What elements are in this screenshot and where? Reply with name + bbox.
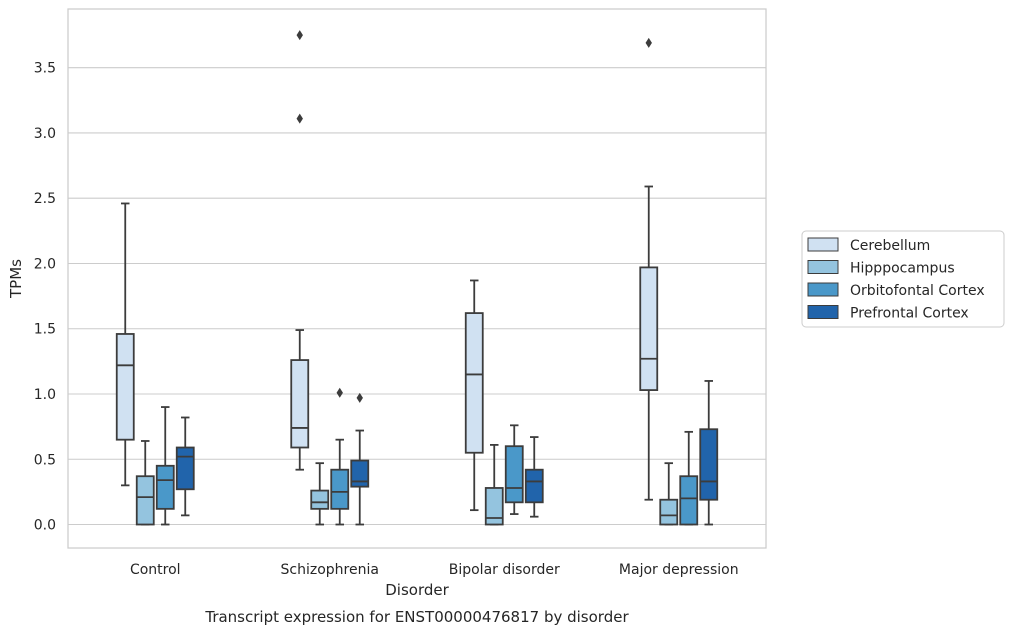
- box: [135, 475, 155, 526]
- legend-swatch: [807, 260, 839, 274]
- legend-label: Cerebellum: [850, 238, 930, 254]
- y-tick-label: 0.0: [34, 518, 56, 534]
- legend-swatch: [807, 237, 839, 252]
- y-tick-label: 2.0: [34, 256, 56, 272]
- box-group: [464, 279, 544, 526]
- outlier-marker: [356, 392, 363, 403]
- y-tick-labels: 0.0 0.5 1.0 1.5 2.0 2.5 3.0 3.5: [34, 61, 56, 534]
- box: [484, 487, 504, 526]
- box: [504, 445, 524, 504]
- legend-frame: [801, 230, 1005, 328]
- y-tick-label: 3.5: [34, 61, 56, 77]
- box: [639, 266, 659, 391]
- box-groups: [115, 30, 719, 526]
- box-group: [639, 37, 719, 526]
- chart-caption: Transcript expression for ENST0000047681…: [204, 608, 629, 626]
- box: [679, 475, 699, 526]
- box: [290, 359, 310, 449]
- box: [155, 464, 175, 510]
- x-tick-label: Major depression: [619, 562, 739, 578]
- box: [350, 459, 370, 488]
- outlier-marker: [336, 387, 343, 398]
- legend-swatch: [807, 282, 839, 297]
- legend-swatch: [807, 305, 839, 319]
- box-group: [115, 202, 195, 526]
- legend-label: Orbitofontal Cortex: [850, 283, 985, 299]
- outlier-marker: [296, 113, 303, 124]
- x-tick-labels: Control Schizophrenia Bipolar disorder Majo…: [130, 562, 739, 578]
- box: [659, 498, 679, 526]
- y-tick-label: 1.5: [34, 322, 56, 338]
- box-group: [290, 30, 370, 526]
- box: [175, 446, 195, 491]
- legend-label: Hipppocampus: [850, 261, 955, 277]
- x-tick-label: Control: [130, 562, 181, 578]
- y-tick-label: 0.5: [34, 452, 56, 468]
- x-tick-label: Schizophrenia: [281, 562, 379, 578]
- box: [524, 468, 544, 504]
- legend-label: Prefrontal Cortex: [850, 306, 969, 322]
- y-tick-label: 1.0: [34, 387, 56, 403]
- y-tick-label: 2.5: [34, 191, 56, 207]
- grid-lines: [68, 67, 766, 526]
- box: [330, 468, 350, 510]
- plot-frame: [67, 8, 767, 549]
- legend: Cerebellum Hipppocampus Orbitofontal Corte…: [801, 230, 1005, 328]
- box: [310, 489, 330, 510]
- box: [115, 333, 135, 441]
- box: [699, 428, 719, 501]
- outlier-marker: [645, 37, 652, 48]
- y-tick-label: 3.0: [34, 126, 56, 142]
- outlier-marker: [296, 30, 303, 41]
- y-axis-label: TPMs: [7, 259, 25, 299]
- box: [464, 312, 484, 454]
- x-axis-label: Disorder: [385, 581, 449, 599]
- x-tick-label: Bipolar disorder: [449, 562, 560, 578]
